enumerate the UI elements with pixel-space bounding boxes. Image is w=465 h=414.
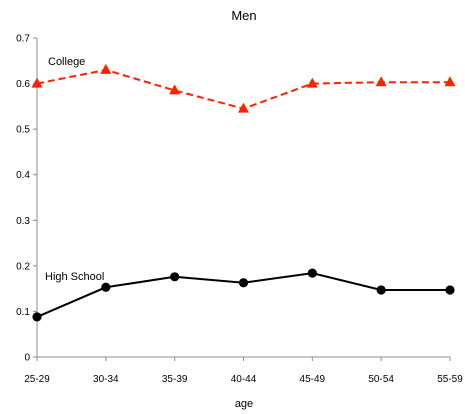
x-tick-label: 35-39 bbox=[162, 374, 188, 385]
chart-title: Men bbox=[231, 8, 256, 23]
data-point-high-school bbox=[170, 272, 180, 282]
y-tick-label: 0 bbox=[24, 353, 30, 364]
series-layer bbox=[31, 63, 456, 322]
series-label-high-school: High School bbox=[45, 271, 104, 283]
series-college bbox=[31, 63, 456, 113]
y-tick-label: 0.7 bbox=[16, 34, 30, 45]
data-point-college bbox=[306, 77, 318, 88]
data-point-college bbox=[100, 63, 112, 74]
x-tick-label: 45-49 bbox=[300, 374, 326, 385]
series-label-college: College bbox=[48, 56, 85, 68]
x-tick-label: 30-34 bbox=[93, 374, 119, 385]
y-tick-label: 0.3 bbox=[16, 216, 30, 227]
y-tick-label: 0.5 bbox=[16, 125, 30, 136]
x-tick-label: 40-44 bbox=[231, 374, 257, 385]
data-point-high-school bbox=[238, 278, 249, 288]
y-tick-label: 0.4 bbox=[16, 170, 30, 181]
x-axis-label: age bbox=[235, 398, 253, 410]
data-point-college bbox=[238, 102, 249, 113]
y-tick-label: 0.6 bbox=[16, 79, 30, 90]
data-point-high-school bbox=[445, 285, 455, 295]
x-tick-label: 55-59 bbox=[437, 374, 463, 385]
series-high-school bbox=[32, 268, 455, 322]
data-point-college bbox=[375, 76, 387, 87]
y-tick-label: 0.2 bbox=[16, 261, 30, 272]
data-point-high-school bbox=[101, 282, 111, 292]
data-point-high-school bbox=[307, 268, 317, 278]
data-point-college bbox=[31, 77, 43, 88]
y-axis: 0 0.1 0.2 0.3 0.4 0.5 0.6 0.7 bbox=[16, 34, 38, 364]
data-point-high-school bbox=[376, 285, 386, 295]
y-tick-label: 0.1 bbox=[16, 307, 30, 318]
data-point-college bbox=[169, 84, 181, 95]
x-axis: 25-29 30-34 35-39 40-44 45-49 50-54 55-59 bbox=[24, 356, 463, 385]
data-point-high-school bbox=[32, 312, 42, 322]
x-tick-label: 50-54 bbox=[368, 374, 394, 385]
data-point-college bbox=[444, 76, 456, 87]
x-tick-label: 25-29 bbox=[24, 374, 50, 385]
